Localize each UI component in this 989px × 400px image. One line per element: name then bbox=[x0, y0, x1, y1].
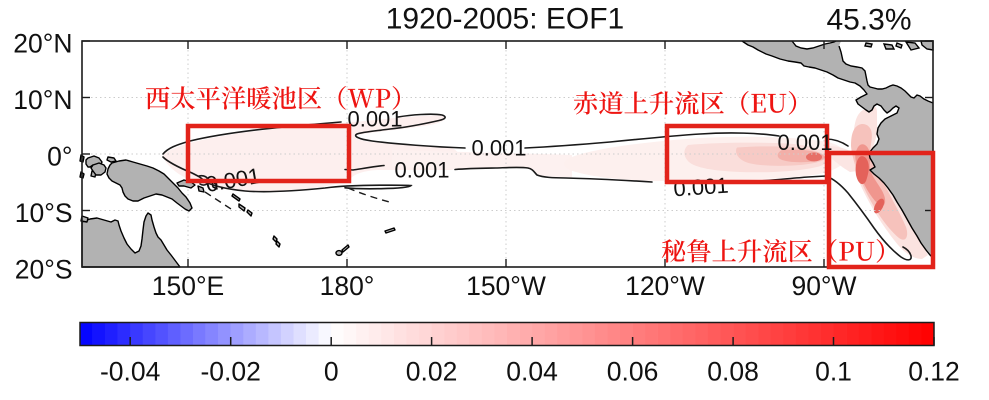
svg-text:0.001: 0.001 bbox=[347, 107, 402, 132]
svg-text:-0.04: -0.04 bbox=[100, 357, 160, 387]
svg-text:0.001: 0.001 bbox=[471, 136, 526, 161]
svg-text:10°N: 10°N bbox=[13, 85, 72, 115]
svg-text:0.001: 0.001 bbox=[673, 173, 730, 202]
svg-text:0.04: 0.04 bbox=[506, 357, 558, 387]
svg-text:0.001: 0.001 bbox=[394, 158, 449, 183]
svg-text:0: 0 bbox=[324, 357, 339, 387]
svg-text:45.3%: 45.3% bbox=[826, 4, 911, 37]
svg-text:-0.02: -0.02 bbox=[200, 357, 260, 387]
svg-text:90°W: 90°W bbox=[791, 271, 856, 301]
svg-text:0.08: 0.08 bbox=[707, 357, 759, 387]
svg-text:0.12: 0.12 bbox=[908, 357, 960, 387]
svg-text:120°W: 120°W bbox=[625, 271, 705, 301]
svg-text:20°S: 20°S bbox=[15, 255, 73, 285]
svg-text:10°S: 10°S bbox=[15, 198, 73, 228]
svg-text:0.02: 0.02 bbox=[406, 357, 458, 387]
svg-text:150°E: 150°E bbox=[152, 271, 225, 301]
svg-text:0.001: 0.001 bbox=[777, 130, 832, 155]
svg-text:150°W: 150°W bbox=[466, 271, 546, 301]
svg-text:20°N: 20°N bbox=[13, 29, 72, 59]
svg-text:1920-2005: EOF1: 1920-2005: EOF1 bbox=[386, 3, 625, 36]
svg-text:0°: 0° bbox=[47, 142, 72, 172]
svg-text:0.1: 0.1 bbox=[815, 357, 852, 387]
svg-text:180°: 180° bbox=[320, 271, 375, 301]
svg-text:0.06: 0.06 bbox=[607, 357, 659, 387]
